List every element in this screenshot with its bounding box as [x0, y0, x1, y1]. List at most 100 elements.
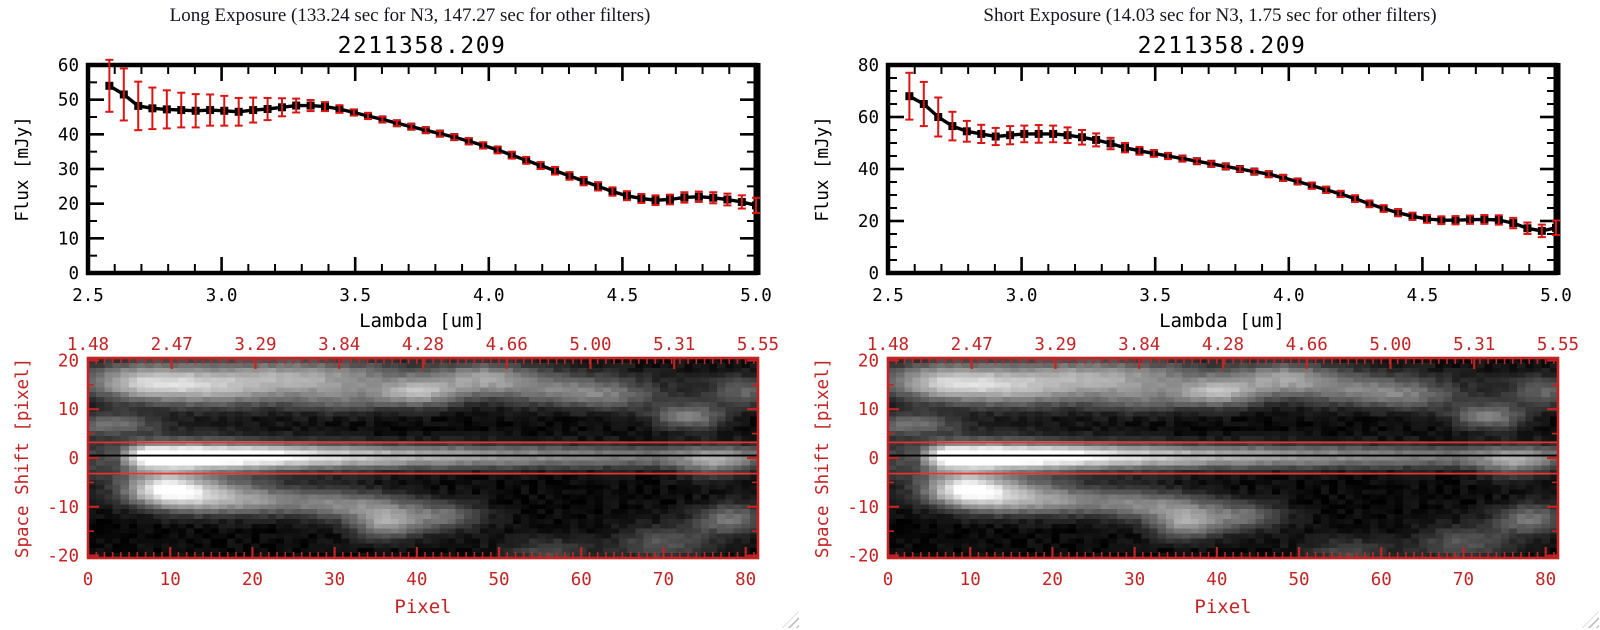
wavelength-tick-label: 5.31 [653, 335, 695, 355]
wavelength-tick-label: 5.31 [1453, 335, 1495, 355]
flux-curve [108, 84, 757, 208]
wavelength-tick-label: 3.84 [1118, 335, 1160, 355]
y-tick-label: 20 [858, 212, 879, 232]
data-marker [565, 171, 574, 180]
y-tick-label: 30 [58, 160, 79, 180]
short-exposure-plot-title: 2211358.209 [1137, 33, 1307, 59]
pixel-tick-label: 40 [406, 570, 427, 590]
data-marker [493, 145, 502, 154]
y-axis-label: Flux [mJy] [13, 116, 33, 221]
data-marker [737, 197, 746, 206]
data-marker [1235, 165, 1244, 173]
data-marker [364, 111, 373, 120]
resize-grip[interactable] [1582, 611, 1599, 628]
spectrum-plot: 2.5 3.0 3.5 4.0 4.5 5.0 0 10 20 30 40 50 60 Lambda [u… [13, 56, 772, 332]
data-marker [1221, 162, 1230, 171]
x-tick-label: 3.0 [206, 286, 238, 306]
data-marker [450, 133, 459, 142]
data-marker [622, 191, 631, 200]
data-marker [1207, 159, 1216, 168]
long-exposure-2d-spectral-image [88, 358, 758, 558]
x-tick-label: 4.5 [607, 286, 639, 306]
space-shift-tick-label: -10 [47, 498, 79, 518]
space-shift-tick-label: 20 [858, 351, 879, 371]
resize-grip[interactable] [782, 611, 799, 628]
data-marker [234, 107, 243, 116]
data-marker [407, 122, 416, 131]
data-marker [1365, 199, 1374, 208]
data-marker [1307, 181, 1316, 190]
data-marker [392, 119, 401, 128]
y-tick-label: 80 [858, 56, 879, 76]
data-marker [1020, 129, 1029, 138]
data-marker [1192, 157, 1201, 166]
wavelength-tick-label: 3.84 [318, 335, 360, 355]
data-marker [119, 90, 128, 99]
y-tick-label: 60 [858, 108, 879, 128]
x-tick-label: 3.5 [339, 286, 371, 306]
space-shift-tick-label: -20 [847, 547, 879, 567]
x-tick-label: 4.0 [473, 286, 505, 306]
data-marker [1264, 170, 1273, 179]
data-marker [220, 106, 229, 115]
space-shift-tick-label: 10 [58, 400, 79, 420]
data-marker [1408, 212, 1417, 221]
wavelength-tick-label: 3.29 [234, 335, 276, 355]
data-marker [263, 105, 272, 114]
data-marker [177, 106, 186, 115]
data-marker [709, 193, 718, 202]
data-marker [335, 105, 344, 114]
space-shift-tick-label: 10 [858, 400, 879, 420]
short-exposure-header: Short Exposure (14.03 sec for N3, 1.75 s… [983, 5, 1437, 26]
wavelength-tick-label: 4.28 [402, 335, 444, 355]
data-marker [1106, 139, 1115, 148]
data-marker [1034, 129, 1043, 138]
pixel-tick-label: 60 [1371, 570, 1392, 590]
pixel-tick-label: 70 [1453, 570, 1474, 590]
pixel-tick-label: 0 [883, 570, 894, 590]
pixel-tick-label: 40 [1206, 570, 1227, 590]
data-marker [1494, 215, 1503, 224]
wavelength-tick-label: 3.29 [1034, 335, 1076, 355]
panel-short-exposure: Short Exposure (14.03 sec for N3, 1.75 s… [800, 0, 1600, 630]
data-marker [637, 194, 646, 203]
x-tick-label: 3.0 [1006, 286, 1038, 306]
data-marker [522, 156, 531, 165]
y-tick-label: 0 [68, 264, 79, 284]
wavelength-tick-label: 2.47 [951, 335, 993, 355]
x-tick-label: 4.5 [1407, 286, 1439, 306]
data-marker [934, 113, 943, 121]
data-marker [948, 122, 957, 131]
data-marker [105, 81, 114, 90]
y-tick-label: 50 [58, 91, 79, 111]
data-marker [1465, 215, 1474, 224]
space-shift-tick-label: -20 [47, 547, 79, 567]
pixel-tick-label: 60 [571, 570, 592, 590]
plot-frame [885, 62, 1559, 276]
data-marker [1379, 204, 1388, 213]
wavelength-tick-label: 1.48 [867, 335, 909, 355]
data-marker [435, 129, 444, 138]
data-marker [594, 182, 603, 191]
data-marker [1322, 185, 1331, 194]
data-marker [1351, 194, 1360, 203]
wavelength-tick-label: 4.66 [1286, 335, 1328, 355]
data-marker [919, 100, 928, 108]
data-marker [1121, 143, 1130, 152]
pixel-tick-label: 20 [242, 570, 263, 590]
x-tick-label: 5.0 [1540, 286, 1572, 306]
pixel-tick-label: 80 [735, 570, 756, 590]
data-marker [1437, 216, 1446, 225]
pixel-tick-label: 10 [160, 570, 181, 590]
space-shift-axis-label: Space Shift [pixel] [13, 358, 33, 558]
space-shift-tick-label: 0 [68, 449, 79, 469]
data-marker [1336, 189, 1345, 198]
data-marker [723, 195, 732, 204]
wavelength-tick-label: 5.00 [569, 335, 611, 355]
long-exposure-plot-title: 2211358.209 [337, 33, 507, 59]
data-marker [962, 127, 971, 136]
x-tick-label: 5.0 [740, 286, 772, 306]
pixel-axis-label: Pixel [394, 596, 451, 618]
data-marker [349, 108, 358, 117]
